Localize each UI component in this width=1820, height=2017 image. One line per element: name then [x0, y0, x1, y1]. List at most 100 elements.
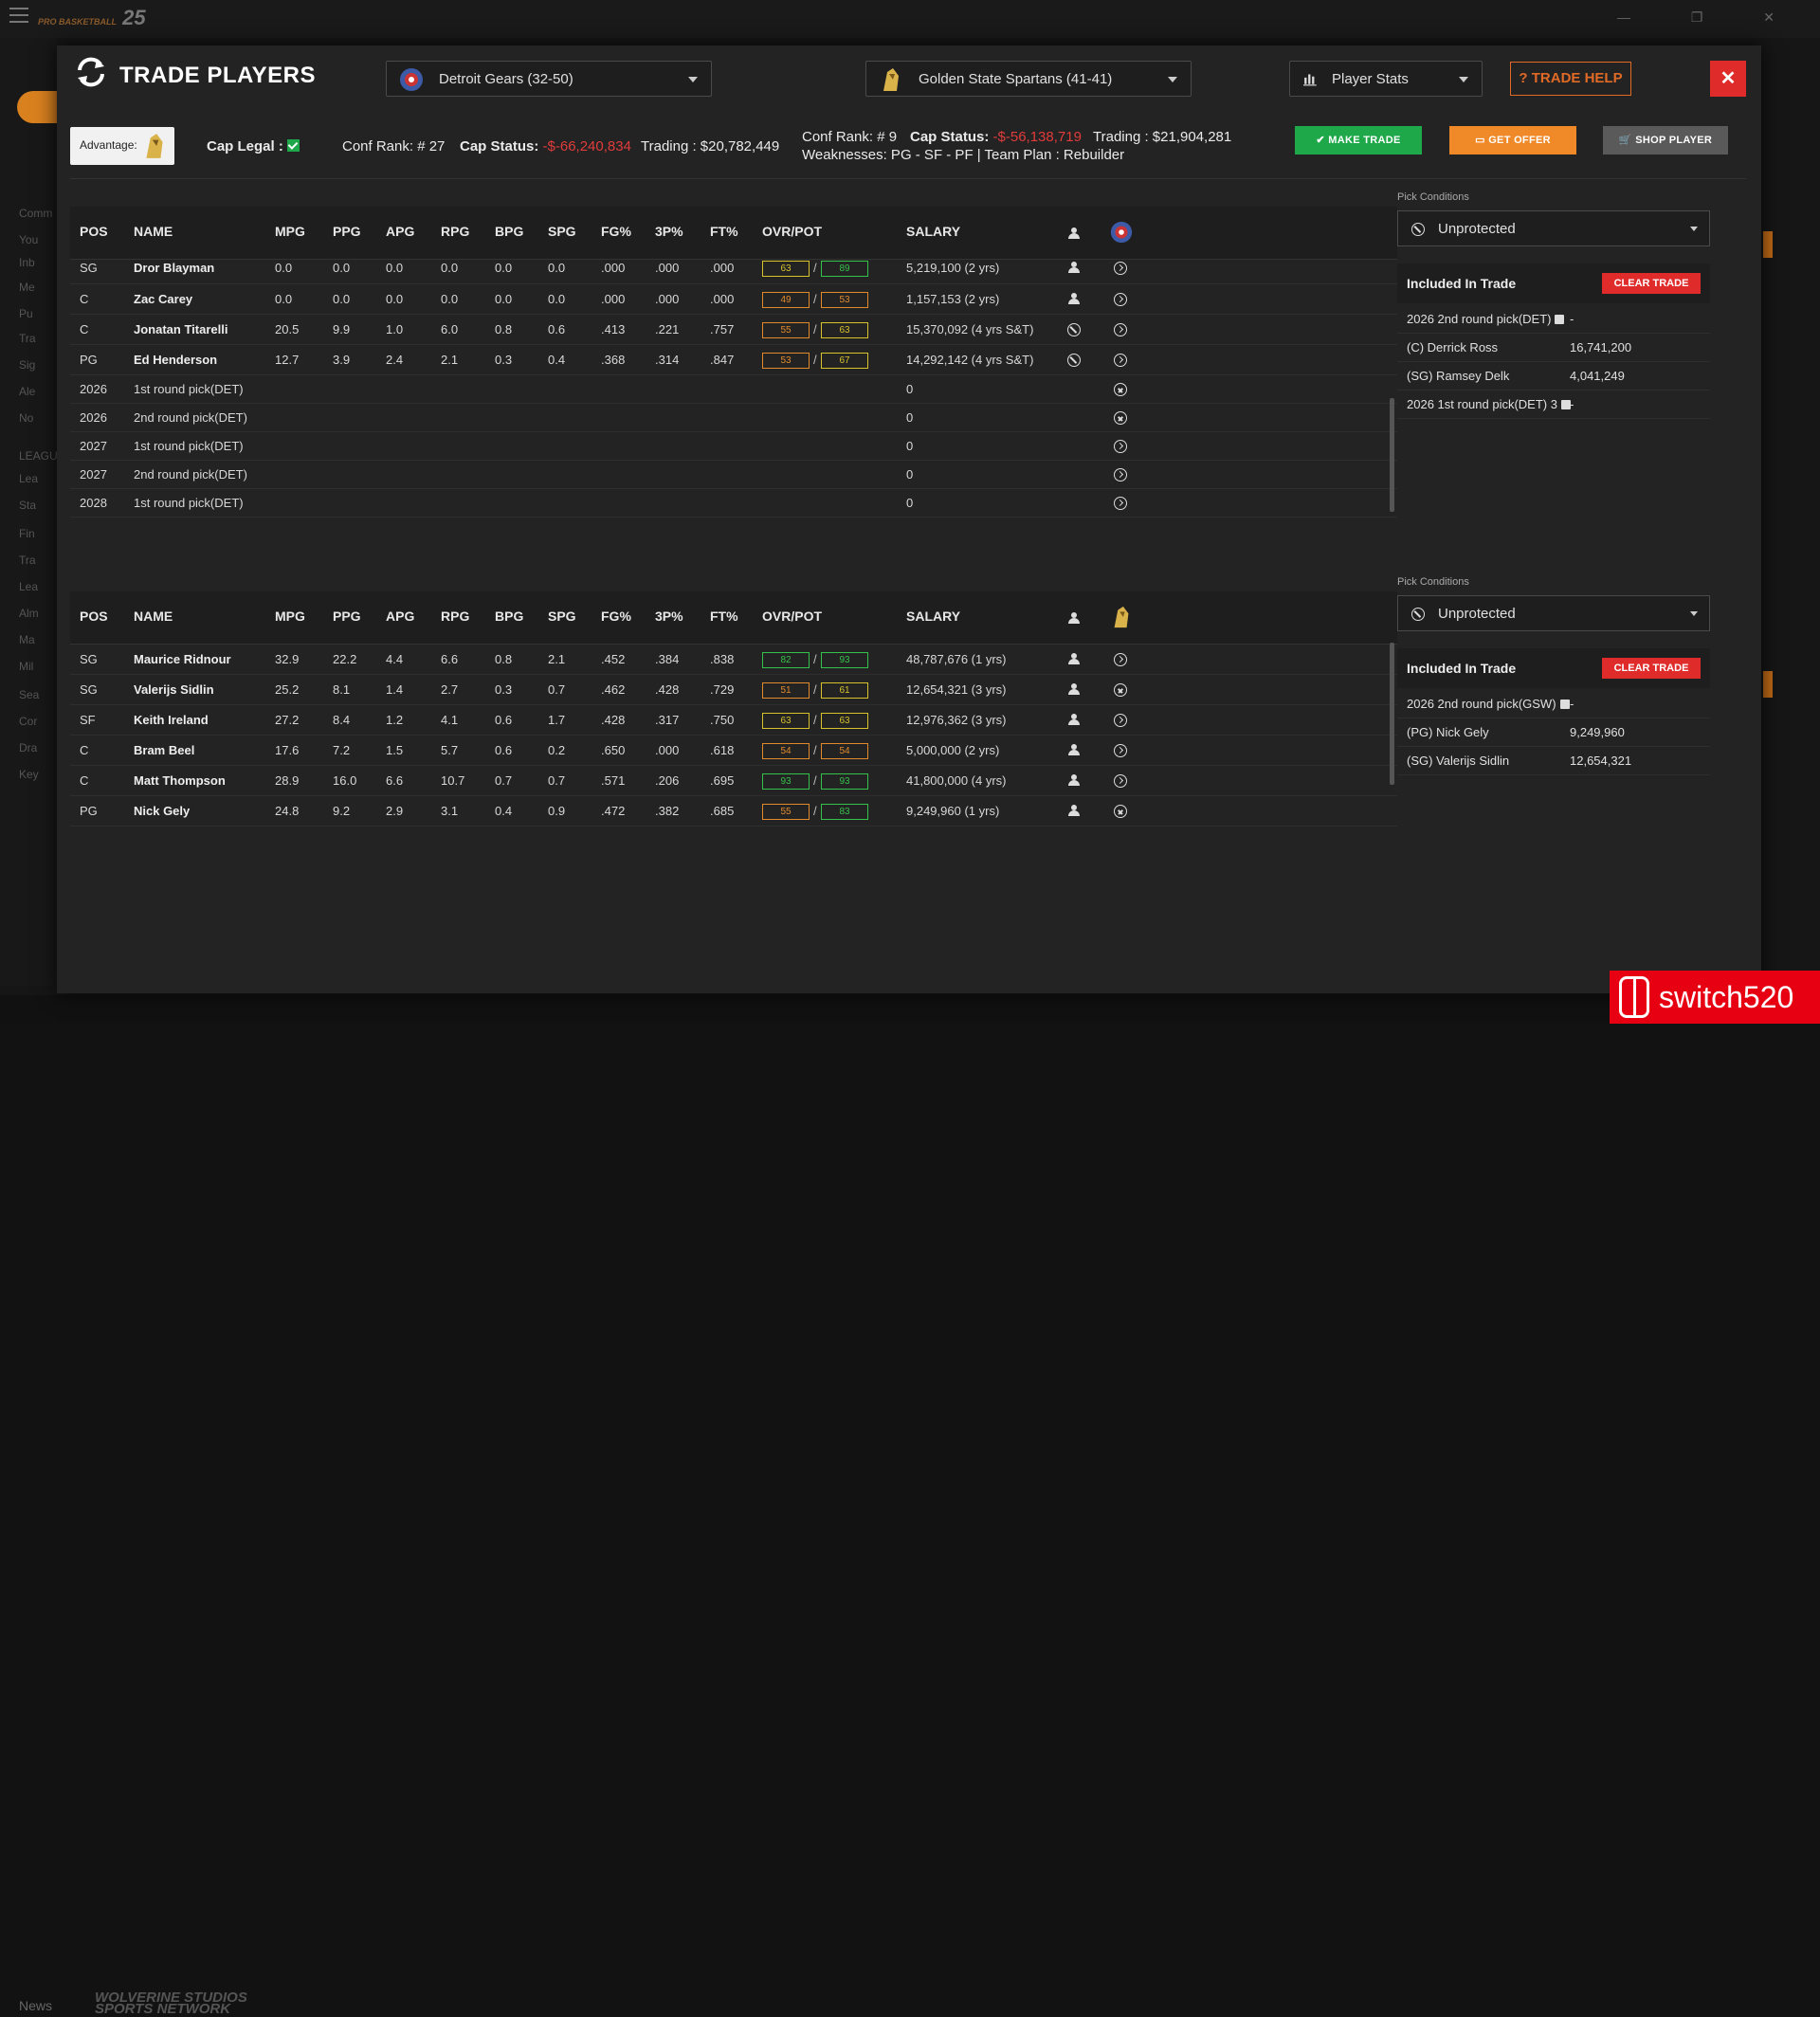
- sidebar-item[interactable]: Tra: [19, 554, 36, 567]
- table-row[interactable]: C Zac Carey 0.0 0.0 0.0 0.0 0.0 0.0 .000 .000 .000…: [70, 284, 1397, 315]
- sidebar-item[interactable]: Ale: [19, 385, 36, 398]
- table-row[interactable]: C Matt Thompson 28.9 16.0 6.6 10.7 0.7 0.7 .571.…: [70, 766, 1397, 796]
- remove-circle-icon[interactable]: [1114, 683, 1127, 697]
- arrow-right-circle-icon[interactable]: [1114, 440, 1127, 453]
- table-row[interactable]: PG Ed Henderson 12.7 3.9 2.4 2.1 0.3 0.4 .368 .31…: [70, 345, 1397, 375]
- sidebar-item[interactable]: Sig: [19, 358, 36, 372]
- team-right-select[interactable]: Golden State Spartans (41-41): [865, 61, 1192, 97]
- arrow-right-circle-icon[interactable]: [1114, 653, 1127, 666]
- included-item[interactable]: (SG) Ramsey Delk 4,041,249: [1397, 362, 1710, 391]
- left-table-scrollbar[interactable]: [1390, 398, 1394, 512]
- sidebar-item[interactable]: Dra: [19, 741, 38, 754]
- sidebar-item[interactable]: Sta: [19, 499, 37, 512]
- arrow-right-circle-icon[interactable]: [1114, 744, 1127, 757]
- sidebar-item[interactable]: Pu: [19, 307, 33, 320]
- right-pick-condition-select[interactable]: Unprotected: [1397, 595, 1710, 631]
- column-header-bpg[interactable]: BPG: [495, 224, 524, 239]
- column-header-mpg[interactable]: MPG: [275, 609, 305, 624]
- sidebar-item[interactable]: Ma: [19, 633, 35, 646]
- people-icon[interactable]: [1067, 683, 1081, 695]
- arrow-right-circle-icon[interactable]: [1114, 323, 1127, 336]
- arrow-right-circle-icon[interactable]: [1114, 293, 1127, 306]
- view-select[interactable]: Player Stats: [1289, 61, 1483, 97]
- column-header-apg[interactable]: APG: [386, 609, 415, 624]
- news-link[interactable]: News: [19, 1998, 53, 2013]
- column-header-fg[interactable]: FG%: [601, 609, 631, 624]
- sidebar-item[interactable]: LEAGUE: [19, 449, 65, 463]
- sidebar-item[interactable]: Mil: [19, 660, 34, 673]
- sidebar-item[interactable]: Lea: [19, 580, 39, 593]
- ban-icon[interactable]: [1067, 354, 1081, 367]
- column-header-ft[interactable]: FT%: [710, 609, 738, 624]
- arrow-right-circle-icon[interactable]: [1114, 354, 1127, 367]
- included-item[interactable]: (C) Derrick Ross 16,741,200: [1397, 334, 1710, 362]
- table-row[interactable]: SG Maurice Ridnour 32.9 22.2 4.4 6.6 0.8 2.1 .45…: [70, 645, 1397, 675]
- included-item[interactable]: (SG) Valerijs Sidlin 12,654,321: [1397, 747, 1710, 775]
- sidebar-item[interactable]: Alm: [19, 607, 39, 620]
- column-header-salary[interactable]: SALARY: [906, 609, 961, 624]
- column-header-pos[interactable]: POS: [80, 224, 108, 239]
- column-header-rpg[interactable]: RPG: [441, 609, 470, 624]
- arrow-right-circle-icon[interactable]: [1114, 714, 1127, 727]
- sidebar-item[interactable]: Key: [19, 768, 39, 781]
- table-row[interactable]: SG Dror Blayman 0.0 0.0 0.0 0.0 0.0 0.0 .000 .000…: [70, 252, 1397, 284]
- remove-circle-icon[interactable]: [1114, 411, 1127, 425]
- make-trade-button[interactable]: ✔ MAKE TRADE: [1295, 126, 1422, 154]
- column-header-tp[interactable]: 3P%: [655, 609, 683, 624]
- table-row[interactable]: SG Valerijs Sidlin 25.2 8.1 1.4 2.7 0.3 0.7 .462…: [70, 675, 1397, 705]
- column-header-spg[interactable]: SPG: [548, 609, 576, 624]
- included-item[interactable]: 2026 1st round pick(DET) 3-: [1397, 391, 1710, 419]
- remove-circle-icon[interactable]: [1114, 383, 1127, 396]
- sidebar-item[interactable]: Fin: [19, 527, 35, 540]
- column-header-mpg[interactable]: MPG: [275, 224, 305, 239]
- included-item[interactable]: 2026 2nd round pick(GSW) -: [1397, 690, 1710, 718]
- column-header-ovr[interactable]: OVR/POT: [762, 609, 823, 624]
- column-header-ovr[interactable]: OVR/POT: [762, 224, 823, 239]
- column-header-ppg[interactable]: PPG: [333, 609, 361, 624]
- hamburger-menu-icon[interactable]: [9, 8, 28, 23]
- table-row[interactable]: C Bram Beel 17.6 7.2 1.5 5.7 0.6 0.2 .650 .000 .61…: [70, 736, 1397, 766]
- table-row[interactable]: C Jonatan Titarelli 20.5 9.9 1.0 6.0 0.8 0.6 .41…: [70, 315, 1397, 345]
- table-row[interactable]: 2026 2nd round pick(DET) 0: [70, 404, 1397, 432]
- arrow-right-circle-icon[interactable]: [1114, 774, 1127, 788]
- sidebar-item[interactable]: Inb: [19, 256, 35, 269]
- column-header-fg[interactable]: FG%: [601, 224, 631, 239]
- table-row[interactable]: PG Nick Gely 24.8 9.2 2.9 3.1 0.4 0.9 .472 .382 .6…: [70, 796, 1397, 827]
- right-table-scrollbar[interactable]: [1390, 643, 1394, 785]
- column-header-ppg[interactable]: PPG: [333, 224, 361, 239]
- people-icon[interactable]: [1067, 262, 1081, 273]
- column-header-pos[interactable]: POS: [80, 609, 108, 624]
- remove-circle-icon[interactable]: [1114, 805, 1127, 818]
- column-header-bpg[interactable]: BPG: [495, 609, 524, 624]
- team-left-select[interactable]: Detroit Gears (32-50): [386, 61, 712, 97]
- sidebar-item[interactable]: Tra: [19, 332, 36, 345]
- sidebar-item[interactable]: Cor: [19, 715, 38, 728]
- sidebar-item[interactable]: Comm: [19, 207, 53, 220]
- column-header-salary[interactable]: SALARY: [906, 224, 961, 239]
- get-offer-button[interactable]: ▭ GET OFFER: [1449, 126, 1576, 154]
- close-button[interactable]: ✕: [1710, 61, 1746, 97]
- people-icon[interactable]: [1067, 293, 1081, 304]
- arrow-right-circle-icon[interactable]: [1114, 262, 1127, 275]
- table-row[interactable]: 2027 2nd round pick(DET) 0: [70, 461, 1397, 489]
- column-header-apg[interactable]: APG: [386, 224, 415, 239]
- arrow-right-circle-icon[interactable]: [1114, 468, 1127, 482]
- trade-help-button[interactable]: ? TRADE HELP: [1510, 62, 1631, 96]
- people-icon[interactable]: [1067, 805, 1081, 816]
- column-header-name[interactable]: NAME: [134, 609, 173, 624]
- window-controls[interactable]: — ❐ ✕: [1616, 9, 1803, 25]
- table-row[interactable]: 2027 1st round pick(DET) 0: [70, 432, 1397, 461]
- included-item[interactable]: (PG) Nick Gely 9,249,960: [1397, 718, 1710, 747]
- clear-trade-button[interactable]: CLEAR TRADE: [1602, 273, 1701, 294]
- table-row[interactable]: 2028 1st round pick(DET) 0: [70, 489, 1397, 518]
- ban-icon[interactable]: [1067, 323, 1081, 336]
- shop-player-button[interactable]: 🛒 SHOP PLAYER: [1603, 126, 1728, 154]
- column-header-spg[interactable]: SPG: [548, 224, 576, 239]
- people-icon[interactable]: [1067, 744, 1081, 755]
- column-header-name[interactable]: NAME: [134, 224, 173, 239]
- column-header-rpg[interactable]: RPG: [441, 224, 470, 239]
- arrow-right-circle-icon[interactable]: [1114, 497, 1127, 510]
- column-header-tp[interactable]: 3P%: [655, 224, 683, 239]
- column-header-ft[interactable]: FT%: [710, 224, 738, 239]
- included-item[interactable]: 2026 2nd round pick(DET) -: [1397, 305, 1710, 334]
